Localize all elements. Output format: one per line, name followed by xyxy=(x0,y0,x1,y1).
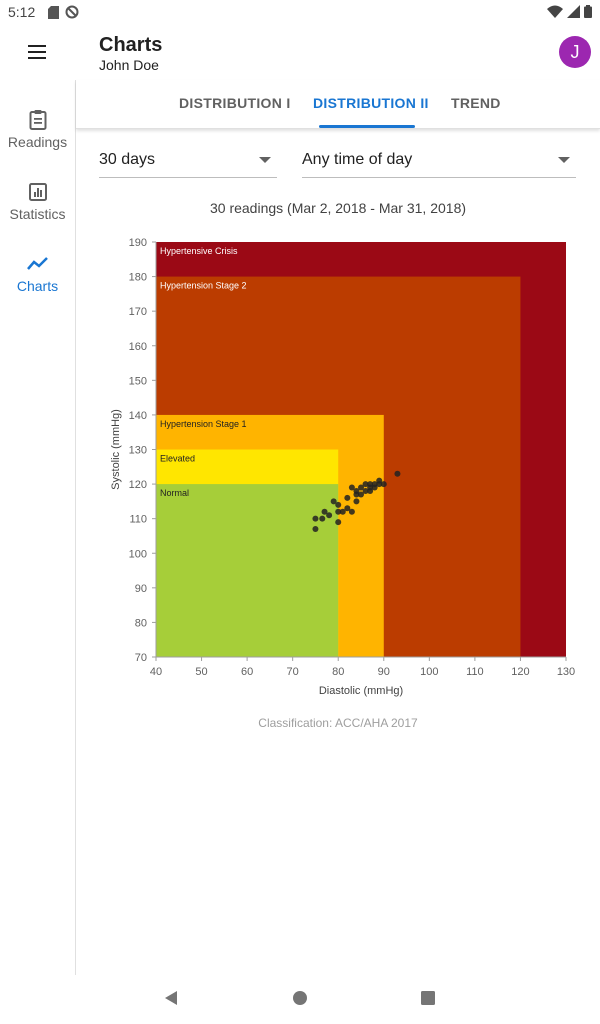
x-tick-label: 60 xyxy=(241,666,253,678)
y-tick-label: 140 xyxy=(129,410,147,422)
x-axis-label: Diastolic (mmHg) xyxy=(319,685,403,697)
zone-label: Normal xyxy=(160,488,189,498)
tab-indicator xyxy=(319,125,415,128)
y-tick-label: 90 xyxy=(135,583,147,595)
x-tick-label: 50 xyxy=(195,666,207,678)
menu-button[interactable] xyxy=(22,40,52,64)
x-tick-label: 80 xyxy=(332,666,344,678)
data-point xyxy=(312,526,319,533)
data-point xyxy=(358,491,364,498)
system-nav-bar xyxy=(0,976,600,1024)
x-tick-label: 90 xyxy=(378,666,390,678)
y-tick-label: 120 xyxy=(129,479,147,491)
zone-label: Elevated xyxy=(160,454,195,464)
data-point xyxy=(335,508,342,515)
battery-icon xyxy=(584,5,592,18)
data-point xyxy=(376,477,383,484)
y-tick-label: 70 xyxy=(135,652,147,664)
nav-rail: Readings Statistics Charts xyxy=(0,80,76,975)
back-icon[interactable] xyxy=(163,990,179,1006)
x-tick-label: 120 xyxy=(511,666,529,678)
x-tick-label: 110 xyxy=(466,666,484,678)
data-point xyxy=(335,519,342,526)
tab-trend[interactable]: TREND xyxy=(451,95,501,111)
data-point xyxy=(367,481,374,488)
rail-item-readings[interactable]: Readings xyxy=(0,108,75,168)
data-point xyxy=(348,484,355,491)
tab-distribution-1[interactable]: DISTRIBUTION I xyxy=(179,95,291,111)
page-subtitle: John Doe xyxy=(99,57,159,73)
rail-label-charts: Charts xyxy=(16,278,59,294)
data-point xyxy=(358,484,364,491)
data-point xyxy=(326,512,333,519)
y-tick-label: 150 xyxy=(129,375,147,387)
trend-line-icon xyxy=(26,257,48,270)
avatar[interactable]: J xyxy=(559,36,591,68)
data-point xyxy=(321,508,328,515)
rail-item-charts[interactable]: Charts xyxy=(0,252,75,312)
hamburger-menu-icon xyxy=(28,45,46,59)
y-tick-label: 100 xyxy=(129,548,147,560)
rail-item-statistics[interactable]: Statistics xyxy=(0,180,75,240)
y-tick-label: 80 xyxy=(135,617,147,629)
y-tick-label: 160 xyxy=(129,341,147,353)
data-point xyxy=(339,508,346,515)
data-point xyxy=(312,515,319,522)
data-point xyxy=(344,494,351,501)
status-bar: 5:12 xyxy=(0,0,600,24)
page-title: Charts xyxy=(99,34,163,56)
y-tick-label: 110 xyxy=(129,514,147,526)
data-point xyxy=(353,488,360,494)
data-point xyxy=(394,470,401,477)
data-point xyxy=(348,508,355,515)
tab-distribution-2[interactable]: DISTRIBUTION II xyxy=(313,95,429,111)
data-point xyxy=(330,498,337,505)
readings-summary: 30 readings (Mar 2, 2018 - Mar 31, 2018) xyxy=(209,200,467,216)
wifi-icon xyxy=(547,5,563,18)
time-of-day-select[interactable]: Any time of day xyxy=(302,144,576,178)
sd-card-icon xyxy=(48,5,59,19)
recents-icon[interactable] xyxy=(420,990,436,1006)
zone-label: Hypertension Stage 1 xyxy=(160,419,247,429)
rail-label-readings: Readings xyxy=(7,134,68,150)
data-point xyxy=(344,505,351,512)
x-tick-label: 40 xyxy=(150,666,162,678)
data-point xyxy=(362,488,369,494)
data-point xyxy=(380,481,387,488)
x-tick-label: 70 xyxy=(287,666,299,678)
sync-disabled-icon xyxy=(65,5,79,19)
classification-note: Classification: ACC/AHA 2017 xyxy=(258,716,418,730)
x-tick-label: 100 xyxy=(420,666,438,678)
zone-4 xyxy=(156,484,339,657)
rail-label-statistics: Statistics xyxy=(9,206,66,222)
home-icon[interactable] xyxy=(292,990,308,1006)
data-point xyxy=(371,481,378,488)
y-tick-label: 130 xyxy=(129,445,147,457)
bp-distribution-chart: Hypertensive Crisis Hypertension Stage 2 H… xyxy=(110,237,575,697)
zone-label: Hypertension Stage 2 xyxy=(160,281,247,291)
time-of-day-value: Any time of day xyxy=(302,151,413,168)
app-bar: Charts John Doe J xyxy=(0,24,600,80)
period-value: 30 days xyxy=(99,151,156,168)
x-tick-label: 130 xyxy=(557,666,575,678)
dropdown-arrow-icon xyxy=(259,157,271,163)
signal-icon xyxy=(567,5,580,18)
data-point xyxy=(335,501,342,508)
status-time: 5:12 xyxy=(8,4,36,20)
dropdown-arrow-icon xyxy=(558,157,570,163)
data-point xyxy=(319,515,326,522)
period-select[interactable]: 30 days xyxy=(99,144,277,178)
y-axis-label: Systolic (mmHg) xyxy=(110,409,122,490)
y-tick-label: 190 xyxy=(129,237,147,249)
data-point xyxy=(353,498,360,505)
bar-chart-icon xyxy=(28,183,47,201)
clipboard-icon xyxy=(29,110,46,130)
tab-bar: DISTRIBUTION I DISTRIBUTION II TREND xyxy=(76,80,600,129)
y-tick-label: 180 xyxy=(129,272,147,284)
data-point xyxy=(362,481,369,488)
zone-label: Hypertensive Crisis xyxy=(160,246,238,256)
y-tick-label: 170 xyxy=(129,306,147,318)
